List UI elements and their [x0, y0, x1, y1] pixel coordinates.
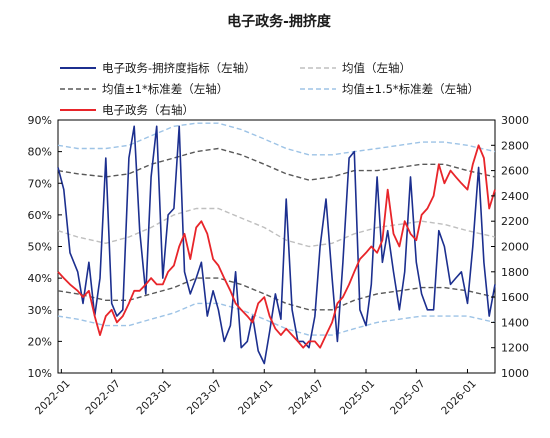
x-tick-label: 2022-07 [83, 378, 123, 418]
y-right-tick-label: 1800 [501, 266, 529, 279]
series-line-6 [57, 144, 496, 349]
series-line-5 [57, 302, 496, 336]
x-tick-label: 2026-01 [439, 378, 479, 418]
y-left-tick-label: 10% [28, 367, 52, 380]
legend-label: 电子政务-拥挤度指标（左轴） [102, 61, 256, 75]
x-axis: 2022-01 2022-07 2023-01 2023-07 2024-01 2024-… [33, 369, 479, 417]
series-line-1 [57, 207, 496, 248]
x-tick-label: 2022-01 [33, 378, 73, 418]
series-line-4 [57, 122, 496, 156]
y-right-axis: 1000 1200 1400 1600 1800 2000 2200 2400 2600 2800… [491, 114, 529, 380]
x-tick-label: 2025-01 [338, 378, 378, 418]
y-right-tick-label: 2400 [501, 190, 529, 203]
y-right-tick-label: 3000 [501, 114, 529, 127]
legend: 电子政务-拥挤度指标（左轴） 均值（左轴） 均值±1*标准差（左轴） 均值±1.5*标… [60, 61, 479, 117]
legend-label: 均值（左轴） [342, 61, 411, 75]
y-right-tick-label: 1000 [501, 367, 529, 380]
x-tick-label: 2024-07 [287, 378, 327, 418]
x-tick-label: 2024-01 [236, 378, 276, 418]
y-right-tick-label: 1200 [501, 342, 529, 355]
legend-label: 均值±1*标准差（左轴） [102, 82, 228, 96]
y-right-tick-label: 1600 [501, 291, 529, 304]
y-right-tick-label: 2600 [501, 165, 529, 178]
y-left-tick-label: 80% [28, 146, 52, 159]
y-left-tick-label: 40% [28, 272, 52, 285]
x-tick-label: 2023-07 [185, 378, 225, 418]
chart-title: 电子政务-拥挤度 [227, 13, 332, 30]
legend-label: 电子政务（右轴） [102, 103, 194, 117]
x-tick-label: 2023-01 [135, 378, 175, 418]
y-left-tick-label: 30% [28, 304, 52, 317]
y-right-tick-label: 2800 [501, 139, 529, 152]
y-left-tick-label: 50% [28, 241, 52, 254]
y-left-tick-label: 60% [28, 209, 52, 222]
y-right-tick-label: 2200 [501, 215, 529, 228]
x-tick-label: 2025-07 [388, 378, 428, 418]
y-left-tick-label: 70% [28, 177, 52, 190]
series-line-0 [57, 125, 496, 365]
y-left-tick-label: 20% [28, 335, 52, 348]
series-lines [57, 125, 496, 365]
y-right-tick-label: 2000 [501, 241, 529, 254]
series-line-2 [57, 147, 496, 181]
y-left-axis: 10% 20% 30% 40% 50% 60% 70% 80% 90% [28, 114, 62, 380]
y-right-tick-label: 1400 [501, 316, 529, 329]
legend-label: 均值±1.5*标准差（左轴） [342, 82, 479, 96]
y-left-tick-label: 90% [28, 114, 52, 127]
plot-frame [57, 119, 496, 374]
